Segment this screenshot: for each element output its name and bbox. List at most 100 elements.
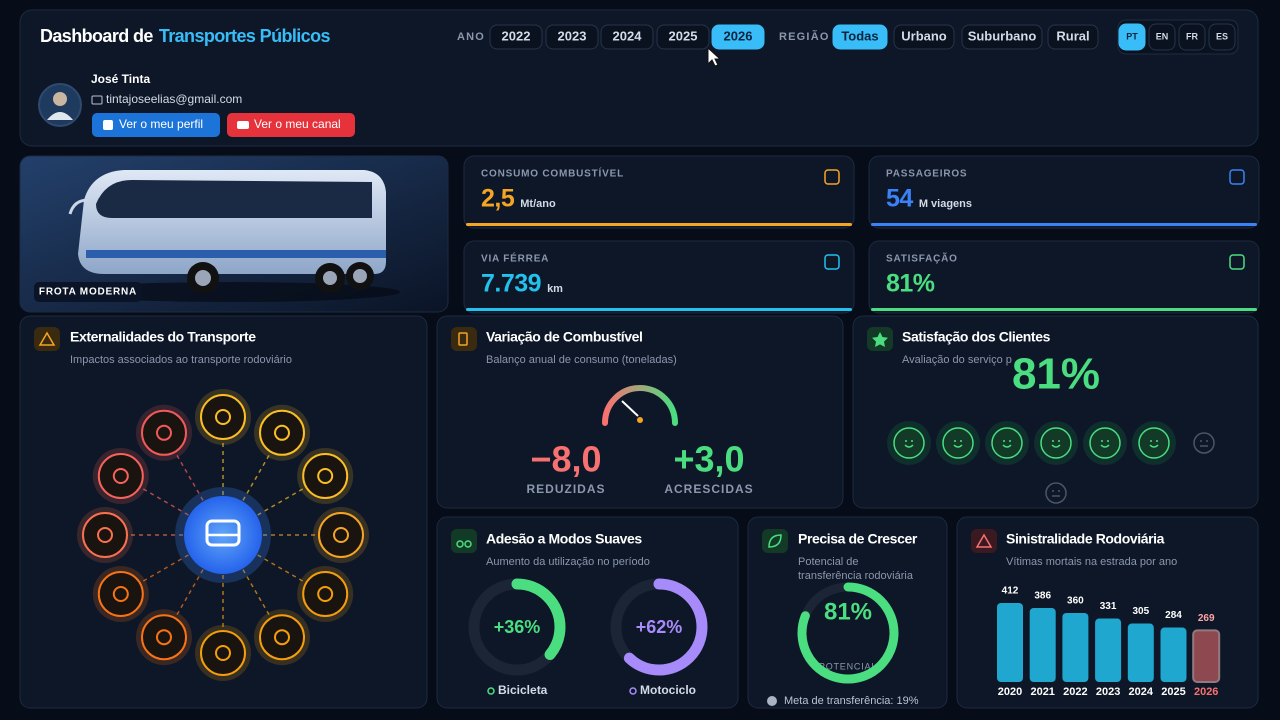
profile-button[interactable]: [92, 113, 220, 137]
panel-subtitle: Balanço anual de consumo (toneladas): [486, 354, 677, 366]
pill[interactable]: [545, 24, 599, 50]
channel-button-label[interactable]: Ver o meu canal: [254, 117, 341, 131]
panel-subtitle: Avaliação do serviço p: [902, 354, 1012, 366]
pill[interactable]: [1208, 23, 1236, 51]
youtube-icon: [237, 121, 249, 129]
kpi-icon: [824, 169, 840, 185]
kpi-label: PASSAGEIROS: [886, 169, 967, 180]
increased-label: ACRESCIDAS: [664, 482, 753, 496]
mail-icon: [91, 95, 103, 105]
fuel-icon: [458, 332, 468, 346]
pill[interactable]: [1148, 23, 1176, 51]
impact-icon: [215, 645, 231, 661]
pill-label[interactable]: ES: [1216, 31, 1228, 41]
face: [942, 427, 974, 459]
pill-label[interactable]: 2022: [502, 28, 531, 43]
avatar-shirt: [47, 112, 73, 120]
face-mouth: [1051, 444, 1061, 448]
face-eye: [1058, 440, 1060, 442]
kpi-unit: M viagens: [919, 198, 972, 210]
impact-node: [302, 453, 349, 499]
pill-label[interactable]: 2024: [613, 28, 643, 43]
pill[interactable]: [832, 24, 888, 50]
kpi-value: 7.739: [481, 270, 541, 298]
face: [893, 427, 925, 459]
panel-title: Adesão a Modos Suaves: [486, 531, 642, 547]
kpi-card: [463, 240, 855, 314]
pill-label[interactable]: Rural: [1056, 28, 1089, 43]
channel-button[interactable]: [227, 113, 355, 137]
bar: [1062, 612, 1089, 682]
pill-label[interactable]: 2026: [724, 28, 753, 43]
kpi-card: [868, 155, 1260, 229]
pill[interactable]: [893, 24, 955, 50]
modes-panel: [436, 516, 739, 709]
impact-node: [82, 512, 128, 558]
bike-icon: [464, 540, 472, 548]
satisfaction-value: 81%: [1012, 350, 1100, 399]
kpi-value: 54: [886, 185, 913, 213]
pill-label[interactable]: Suburbano: [968, 28, 1037, 43]
bar-value-label: 386: [1034, 591, 1051, 602]
ring-label: Bicicleta: [498, 683, 548, 697]
pill[interactable]: [1047, 24, 1099, 50]
face-eye: [1052, 440, 1054, 442]
impact-icon: [112, 468, 129, 484]
face-eye: [911, 440, 913, 442]
pill[interactable]: [600, 24, 654, 50]
cursor: [707, 46, 722, 67]
kpi-icon: [1229, 254, 1245, 270]
x-tick-label: 2023: [1096, 686, 1120, 698]
pill[interactable]: [711, 24, 765, 50]
year-label: ANO: [457, 31, 485, 43]
kpi-accent: [871, 223, 1257, 226]
profile-button-label[interactable]: Ver o meu perfil: [119, 117, 203, 131]
face: [1138, 427, 1170, 459]
face: [991, 427, 1023, 459]
growth-note: Meta de transferência: 19%: [784, 695, 919, 707]
panel-subtitle: transferência rodoviária: [798, 570, 914, 582]
panel-subtitle: Potencial de: [798, 556, 859, 568]
pill-label[interactable]: Urbano: [901, 28, 947, 43]
face-eye: [1058, 490, 1060, 492]
pill-label[interactable]: Todas: [841, 28, 878, 43]
pill[interactable]: [1118, 23, 1146, 51]
x-tick-label: 2022: [1063, 686, 1087, 698]
pill-label[interactable]: FR: [1186, 31, 1198, 41]
pill-label[interactable]: PT: [1126, 31, 1138, 41]
growth-panel: [747, 516, 948, 709]
panel-icon: [762, 529, 788, 553]
face-mouth: [1002, 444, 1012, 448]
impact-node: [97, 571, 144, 617]
face-eye: [1052, 490, 1054, 492]
bar: [1160, 627, 1187, 682]
ring-label: Motociclo: [640, 683, 696, 697]
hub-bus-icon: [205, 519, 241, 547]
warning-icon: [975, 533, 993, 548]
gauge-needle: [621, 400, 639, 417]
pill-label[interactable]: 2025: [669, 28, 698, 43]
face-eye: [954, 440, 956, 442]
note-dot: [767, 696, 777, 706]
pill[interactable]: [656, 24, 710, 50]
bar: [997, 603, 1023, 682]
connector: [175, 453, 204, 501]
face-eye: [960, 440, 962, 442]
bar: [1095, 618, 1122, 682]
pill[interactable]: [489, 24, 543, 50]
profile-email: tintajoseelias@gmail.com: [106, 92, 242, 106]
bus-illustration: [60, 170, 400, 302]
linkedin-icon: [103, 120, 113, 130]
pill-label[interactable]: EN: [1156, 31, 1169, 41]
pill[interactable]: [1178, 23, 1206, 51]
connector: [242, 569, 271, 617]
pill[interactable]: [961, 24, 1043, 50]
face-eye: [1107, 440, 1109, 442]
impact-node: [141, 614, 187, 661]
face-mouth: [904, 444, 914, 448]
impact-node: [141, 409, 187, 456]
kpi-accent: [466, 308, 852, 311]
pill-label[interactable]: 2023: [558, 28, 587, 43]
impact-node: [200, 630, 246, 676]
